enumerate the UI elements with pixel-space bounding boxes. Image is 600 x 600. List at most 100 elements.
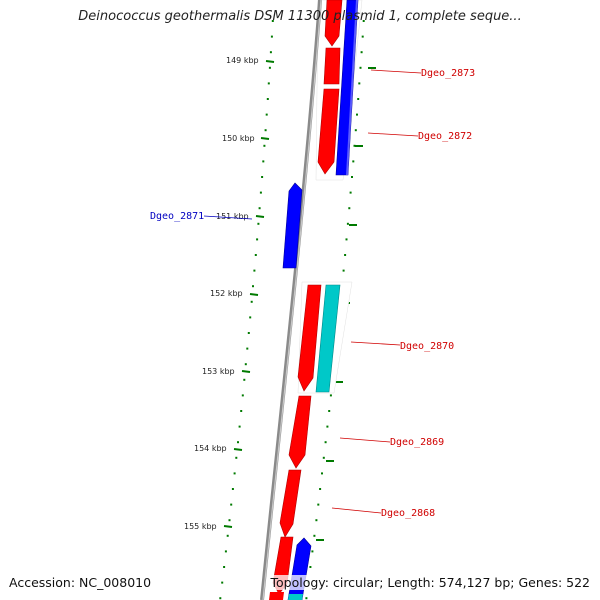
scale-dot	[219, 597, 222, 600]
scale-dot	[241, 394, 244, 397]
scale-dot	[328, 410, 331, 412]
scale-dot	[257, 222, 260, 225]
scale-dot	[271, 20, 274, 22]
scale-dot	[309, 566, 312, 568]
tick-label-155: 155 kbp	[184, 522, 217, 531]
scale-dot	[240, 410, 243, 412]
scale-dot	[228, 519, 231, 522]
tick-mark-155	[223, 525, 233, 528]
gene-leader-lines	[203, 69, 422, 514]
scale-dot	[351, 176, 353, 178]
scale-dot	[344, 254, 347, 256]
scale-dot	[253, 269, 256, 272]
scale-dot	[269, 51, 272, 54]
gene-label-dgeo-2873[interactable]: Dgeo_2873	[421, 68, 475, 79]
scale-dot	[321, 472, 323, 475]
scale-dot	[224, 550, 227, 553]
scale-dot	[246, 347, 249, 350]
outer-dotted-arc	[219, 20, 274, 600]
scale-dot	[356, 113, 358, 116]
scale-dot	[252, 285, 254, 288]
tick-label-154: 154 kbp	[194, 444, 227, 453]
gene-arrow-dgeo-2869[interactable]	[288, 395, 312, 469]
scale-dot	[231, 488, 234, 490]
scale-dot	[265, 113, 268, 116]
gene-labels: Dgeo_2873 Dgeo_2872 Dgeo_2871 Dgeo_2870 …	[150, 68, 475, 519]
tick-label-150: 150 kbp	[222, 134, 255, 143]
scale-dot	[254, 254, 257, 256]
scale-dot	[360, 51, 363, 54]
scale-dot	[243, 378, 246, 381]
tick-mark-154	[233, 448, 243, 451]
tick-label-152: 152 kbp	[210, 289, 243, 298]
scale-dot	[233, 472, 236, 475]
scale-dot	[324, 441, 327, 444]
scale-dot	[361, 35, 364, 38]
scale-dot	[263, 144, 266, 147]
scale-dot	[315, 519, 318, 522]
gene-arrow-cyan[interactable]	[315, 284, 341, 393]
scale-dot	[259, 191, 262, 194]
tick-mark-151	[255, 215, 265, 218]
scale-dot	[235, 456, 238, 459]
scale-dot	[250, 300, 253, 303]
scale-dot	[357, 98, 360, 100]
gene-label-dgeo-2869[interactable]: Dgeo_2869	[390, 437, 444, 448]
gene-arrow-dgeo-2872[interactable]	[317, 88, 340, 175]
scale-dot	[329, 394, 332, 397]
tick-label-149: 149 kbp	[226, 56, 259, 65]
scale-dot	[326, 425, 329, 428]
scale-dot	[267, 82, 270, 85]
scale-dot	[256, 238, 259, 241]
gene-arrow-forward[interactable]	[324, 0, 343, 47]
tick-label-153: 153 kbp	[202, 367, 235, 376]
scale-dot	[353, 144, 356, 147]
scale-dot	[261, 176, 264, 178]
gene-arrow-dgeo-2868[interactable]	[279, 469, 302, 538]
scale-dot	[270, 35, 273, 38]
gene-label-dgeo-2870[interactable]: Dgeo_2870	[400, 341, 454, 352]
scale-dot	[230, 503, 233, 506]
gene-label-dgeo-2872[interactable]: Dgeo_2872	[418, 131, 472, 142]
scale-dot	[348, 207, 351, 210]
gene-arrow-dgeo-2871[interactable]	[282, 182, 303, 269]
tick-mark-153	[241, 370, 251, 373]
scale-dot	[237, 441, 239, 444]
tick-label-151: 151 kbp	[216, 212, 249, 221]
scale-dot	[258, 207, 261, 210]
scale-dot	[264, 129, 267, 132]
gene-arrow-dgeo-2870[interactable]	[297, 284, 322, 392]
tick-mark-149	[265, 60, 275, 63]
scale-ticks: 149 kbp 150 kbp 151 kbp 152 kbp 153 kbp …	[184, 56, 275, 531]
map-title: Deinococcus geothermalis DSM 11300 plasm…	[78, 9, 522, 24]
scale-dot	[349, 191, 352, 194]
scale-dot	[223, 566, 226, 568]
scale-dot	[317, 503, 320, 506]
gene-label-dgeo-2871[interactable]: Dgeo_2871	[150, 211, 204, 222]
scale-dot	[359, 66, 362, 69]
scale-dot	[266, 98, 269, 100]
gene-label-dgeo-2868[interactable]: Dgeo_2868	[381, 508, 435, 519]
tick-mark-150	[260, 137, 270, 140]
scale-dot	[221, 581, 224, 584]
scale-dot	[342, 269, 345, 272]
tick-mark-152	[249, 293, 259, 296]
gene-arrow-forward-mid[interactable]	[323, 47, 341, 85]
scale-dot	[262, 160, 265, 163]
summary-text: Topology: circular; Length: 574,127 bp; …	[270, 575, 590, 590]
scale-dot	[362, 20, 365, 22]
scale-dot	[238, 425, 241, 428]
scale-dot	[244, 363, 247, 366]
scale-dot	[311, 550, 314, 553]
scale-dot	[305, 597, 308, 600]
scale-dot	[352, 160, 355, 163]
scale-dot	[319, 488, 322, 490]
scale-dot	[247, 332, 250, 334]
scale-dot	[268, 66, 271, 69]
scale-dot	[249, 316, 252, 319]
scale-dot	[354, 129, 357, 132]
scale-dot	[226, 534, 229, 537]
scale-dot	[313, 534, 316, 537]
scale-dot	[322, 456, 325, 459]
